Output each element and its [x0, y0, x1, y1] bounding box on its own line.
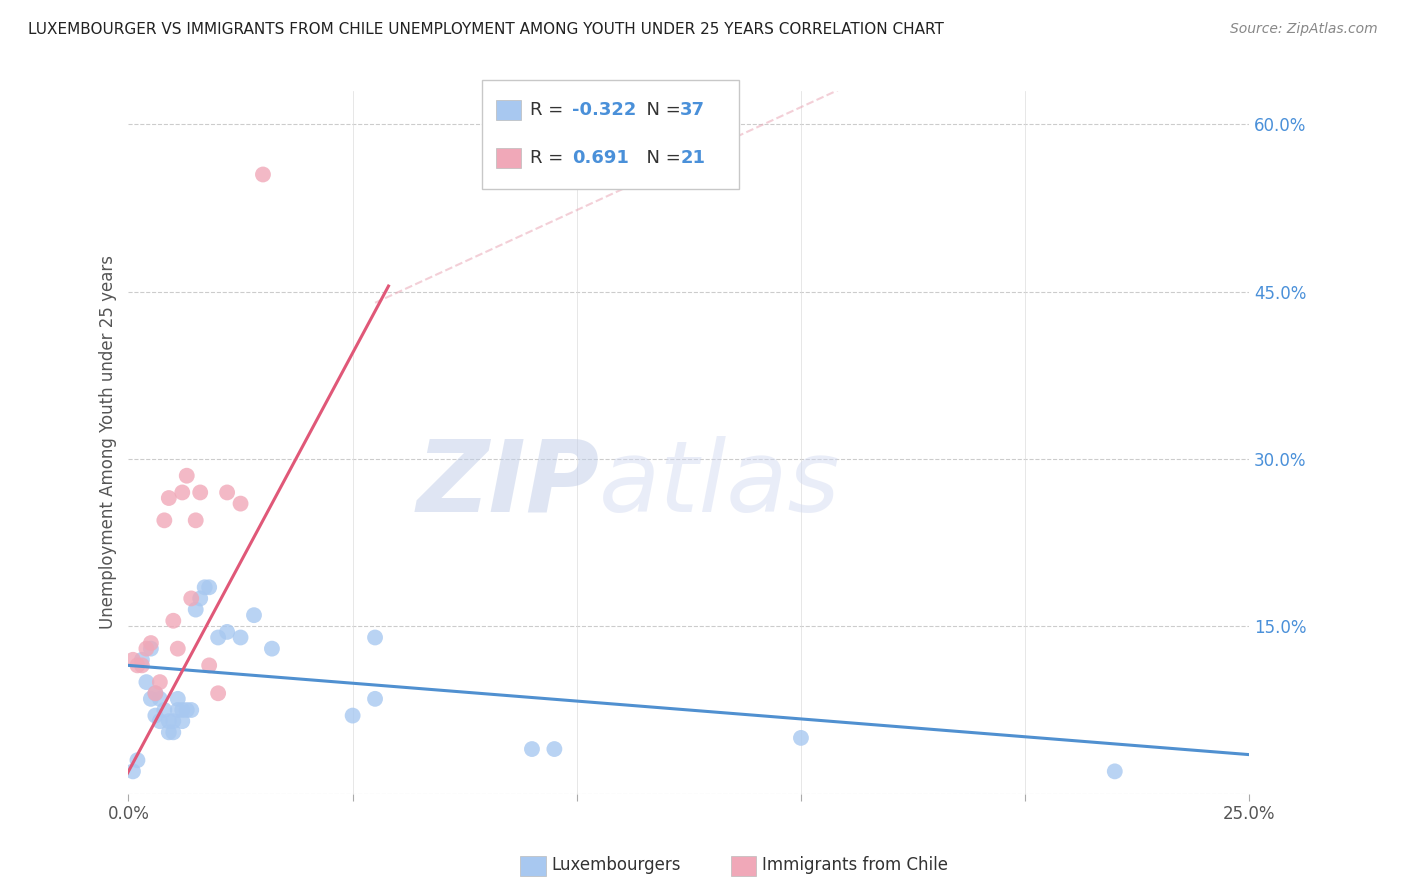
Point [260, 641, 283, 656]
Point [145, 686, 167, 700]
Point [127, 753, 149, 767]
Y-axis label: Unemployment Among Youth under 25 years: Unemployment Among Youth under 25 years [100, 255, 117, 629]
Point [153, 513, 176, 527]
Point [162, 614, 184, 628]
Point [149, 675, 172, 690]
Point [145, 686, 167, 700]
Text: 0.691: 0.691 [572, 149, 628, 168]
Text: R =: R = [530, 149, 575, 168]
Point [543, 742, 565, 756]
Text: -0.322: -0.322 [572, 101, 637, 120]
Point [122, 653, 145, 667]
Point [166, 641, 188, 656]
Point [172, 485, 194, 500]
Point [149, 714, 172, 728]
Point [364, 691, 387, 706]
Point [172, 714, 194, 728]
Point [188, 591, 211, 606]
Point [176, 468, 198, 483]
Text: Source: ZipAtlas.com: Source: ZipAtlas.com [1230, 22, 1378, 37]
Point [184, 513, 207, 527]
Text: R =: R = [530, 101, 568, 120]
Point [153, 703, 176, 717]
Point [229, 497, 252, 511]
Point [127, 658, 149, 673]
Point [139, 636, 162, 650]
Point [217, 485, 239, 500]
Point [184, 602, 207, 616]
Point [131, 653, 153, 667]
Text: N =: N = [636, 101, 686, 120]
Point [172, 703, 194, 717]
Text: LUXEMBOURGER VS IMMIGRANTS FROM CHILE UNEMPLOYMENT AMONG YOUTH UNDER 25 YEARS CO: LUXEMBOURGER VS IMMIGRANTS FROM CHILE UN… [28, 22, 943, 37]
Text: 21: 21 [681, 149, 706, 168]
Point [364, 631, 387, 645]
Text: atlas: atlas [599, 436, 841, 533]
Point [157, 714, 180, 728]
Point [166, 703, 188, 717]
Point [188, 485, 211, 500]
Point [162, 714, 184, 728]
Point [207, 686, 229, 700]
Point [139, 641, 162, 656]
Text: Immigrants from Chile: Immigrants from Chile [762, 856, 948, 874]
Point [180, 591, 202, 606]
Text: 37: 37 [681, 101, 706, 120]
Text: ZIP: ZIP [416, 436, 599, 533]
Point [217, 624, 239, 639]
Point [145, 708, 167, 723]
Point [520, 742, 543, 756]
Point [180, 703, 202, 717]
Point [198, 580, 221, 594]
Point [342, 708, 364, 723]
Point [176, 703, 198, 717]
Point [135, 675, 157, 690]
Point [157, 491, 180, 505]
Text: N =: N = [636, 149, 686, 168]
Point [122, 764, 145, 779]
Point [135, 641, 157, 656]
Point [198, 658, 221, 673]
Point [243, 608, 266, 623]
Point [207, 631, 229, 645]
Point [162, 725, 184, 739]
Point [157, 725, 180, 739]
Point [790, 731, 813, 745]
Point [1104, 764, 1126, 779]
Point [229, 631, 252, 645]
Point [252, 168, 274, 182]
Point [166, 691, 188, 706]
Point [194, 580, 217, 594]
Point [131, 658, 153, 673]
Point [149, 691, 172, 706]
Point [139, 691, 162, 706]
Text: Luxembourgers: Luxembourgers [551, 856, 681, 874]
